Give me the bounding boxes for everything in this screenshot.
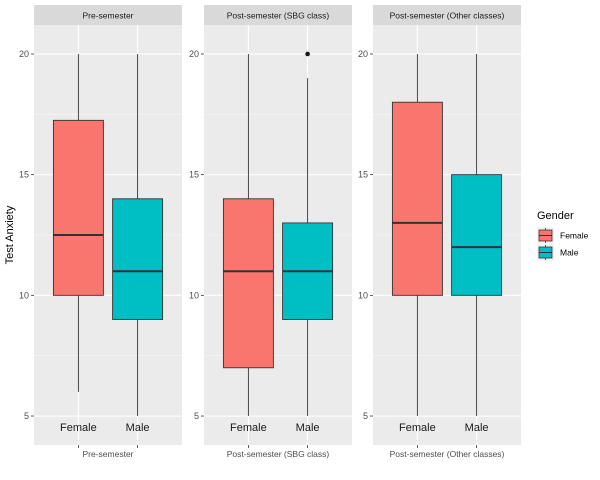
box-iqr (112, 198, 164, 320)
x-category-label: Female (60, 422, 97, 434)
facet-panel: Post-semester (Other classes) 5 10 15 20 Fema… (358, 5, 521, 459)
legend-key-female: Female (537, 227, 589, 244)
box-female (52, 53, 104, 392)
box-iqr (52, 119, 104, 296)
y-tick-label: 20 (189, 49, 199, 59)
x-category-label: Female (399, 422, 436, 434)
x-category-label: Male (465, 422, 489, 434)
facet-panel: Post-semester (SBG class) 5 10 15 20 Female Ma… (189, 5, 352, 459)
box-male (451, 53, 503, 417)
facet-x-label: Pre-semester (82, 449, 133, 459)
y-tick-label: 10 (19, 290, 29, 300)
box-female (391, 53, 443, 417)
x-category-label: Male (296, 422, 320, 434)
box-male (282, 51, 334, 417)
y-tick-label: 5 (24, 411, 29, 421)
y-axis-title: Test Anxiety (4, 205, 16, 264)
facet-x-label: Post-semester (Other classes) (390, 449, 505, 459)
facet-strip-label: Post-semester (Other classes) (390, 11, 505, 21)
box-female (222, 53, 274, 417)
y-tick-label: 15 (189, 170, 199, 180)
facet-strip (34, 5, 182, 25)
x-category-label: Female (230, 422, 267, 434)
x-category-label: Male (126, 422, 150, 434)
facet-strip (204, 5, 352, 25)
box-iqr (451, 174, 503, 296)
facet-panel: Pre-semester 5 10 15 20 Female Male Pre-semeste… (19, 5, 182, 459)
legend: Gender Female Male (537, 210, 589, 261)
y-tick-label: 20 (358, 49, 368, 59)
legend-label: Male (560, 248, 579, 258)
y-tick-label: 20 (19, 49, 29, 59)
legend-key-male: Male (537, 244, 579, 261)
facet-x-label: Post-semester (SBG class) (227, 449, 330, 459)
facet-strip-label: Pre-semester (82, 11, 133, 21)
box-iqr (222, 198, 274, 369)
box-iqr (391, 101, 443, 296)
y-tick-label: 5 (194, 411, 199, 421)
y-tick-label: 15 (358, 170, 368, 180)
y-tick-label: 5 (363, 411, 368, 421)
y-tick-label: 10 (189, 290, 199, 300)
y-tick-label: 10 (358, 290, 368, 300)
legend-title: Gender (537, 210, 574, 222)
facet-strip (373, 5, 521, 25)
box-male (112, 53, 164, 417)
outlier-point (305, 51, 310, 57)
facet-panels: Pre-semester 5 10 15 20 Female Male Pre-semeste… (19, 5, 521, 459)
y-tick-label: 15 (19, 170, 29, 180)
facet-strip-label: Post-semester (SBG class) (227, 11, 330, 21)
legend-label: Female (560, 231, 589, 241)
